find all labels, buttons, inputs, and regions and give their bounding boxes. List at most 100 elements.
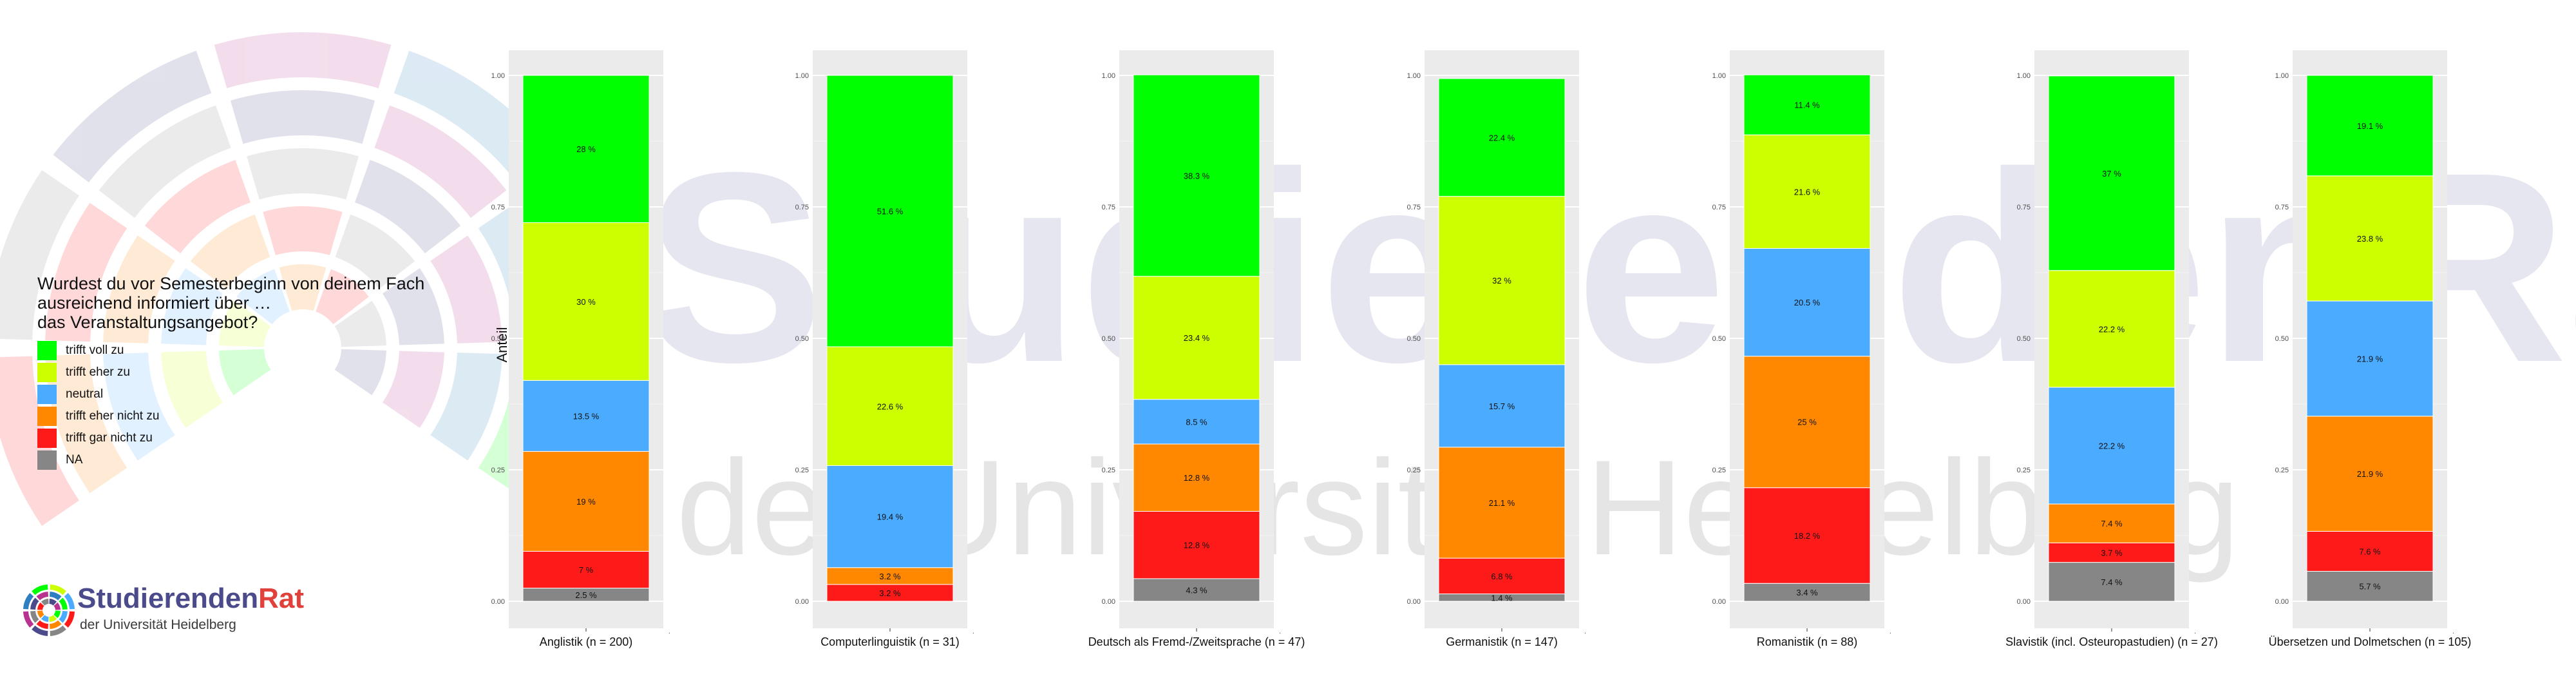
y-tick-label: 0.25 <box>2017 467 2031 474</box>
y-tick-label: 0.25 <box>1407 467 1421 474</box>
bar-segment <box>522 75 650 223</box>
y-tick-label: 0.75 <box>1712 204 1726 211</box>
legend-label: trifft voll zu <box>66 343 124 357</box>
bar-segment <box>1438 196 1566 365</box>
x-category-label: Slavistik (incl. Osteuropastudien) (n = … <box>2005 635 2218 648</box>
bar-segment <box>1438 364 1566 448</box>
y-tick-label: 0.00 <box>1712 598 1726 606</box>
y-tick-label: 0.00 <box>491 598 505 606</box>
legend-swatch <box>37 450 57 470</box>
data-label: 21.9 % <box>2357 469 2383 479</box>
data-label: 21.1 % <box>1489 498 1515 508</box>
x-category-label: Übersetzen und Dolmetschen (n = 105) <box>2269 635 2472 648</box>
bar-segment <box>2306 300 2434 417</box>
bar-segment <box>1438 557 1566 595</box>
y-tick-label: 0.50 <box>1102 335 1115 343</box>
bar-segment <box>1743 134 1871 249</box>
x-category-label: Computerlinguistik (n = 31) <box>820 635 960 648</box>
data-label: 2.5 % <box>575 590 597 600</box>
data-label: 25 % <box>1797 418 1817 427</box>
x-category-label: Romanistik (n = 88) <box>1757 635 1858 648</box>
y-tick-label: 0.00 <box>2275 598 2289 606</box>
legend-title: Wurdest du vor Semesterbeginn von deinem… <box>37 274 488 332</box>
data-label: 23.8 % <box>2357 234 2383 244</box>
data-label: 30 % <box>576 297 596 307</box>
y-tick-label: 0.50 <box>491 335 505 343</box>
data-label: 18.2 % <box>1794 531 1821 541</box>
axis-dot: . <box>1889 628 1891 635</box>
y-tick-label: 0.75 <box>1102 204 1115 211</box>
data-label: 7 % <box>579 565 594 575</box>
chart-panel: 0.00 0.25 0.50 0.75 1.00 4.3 % 12.8 % 12.8 % 8.5… <box>1088 50 1305 648</box>
data-label: 3.2 % <box>879 588 901 598</box>
data-label: 3.2 % <box>879 572 901 581</box>
axis-dot: . <box>2194 628 2196 635</box>
y-tick-label: 0.50 <box>1407 335 1421 343</box>
logo-emblem-icon <box>23 585 75 636</box>
y-tick-label: 0.50 <box>1712 335 1726 343</box>
legend-label: trifft eher nicht zu <box>66 409 160 423</box>
data-label: 7.6 % <box>2359 546 2381 556</box>
bar-segment <box>1133 74 1260 277</box>
legend-item-neutral: neutral <box>37 383 488 405</box>
axis-dot: . <box>668 628 670 635</box>
bar-segment <box>826 465 954 568</box>
data-label: 11.4 % <box>1794 101 1820 110</box>
logo-name: StudierendenRat <box>77 583 304 615</box>
legend-title-line-1: Wurdest du vor Semesterbeginn von deinem… <box>37 274 425 293</box>
legend-label: trifft eher zu <box>66 365 130 379</box>
data-label: 37 % <box>2102 169 2121 179</box>
bar-segment <box>2306 416 2434 532</box>
data-label: 19.1 % <box>2357 121 2383 131</box>
axis-dot: . <box>2452 628 2454 635</box>
y-tick-label: 0.25 <box>795 467 809 474</box>
chart-panel: 0.00 0.25 0.50 0.75 1.00 2.5 % 7 % 19 % 13.5 % 30… <box>491 50 670 648</box>
data-label: 6.8 % <box>1491 572 1513 581</box>
legend-swatch <box>37 429 57 448</box>
bar-segment <box>1133 510 1260 579</box>
chart-panel: 0.00 0.25 0.50 0.75 1.00 7.4 % 3.7 % 7.4 % 22.2 … <box>2005 50 2218 648</box>
legend-swatch <box>37 385 57 404</box>
legend-swatch <box>37 363 57 382</box>
bar-segment <box>1133 443 1260 512</box>
bar-segment <box>2306 75 2434 177</box>
axis-dot: . <box>1584 628 1586 635</box>
data-label: 21.6 % <box>1794 187 1821 197</box>
legend-swatch <box>37 407 57 426</box>
bar-segment <box>826 75 954 347</box>
data-label: 28 % <box>576 144 596 154</box>
x-category-label: Anglistik (n = 200) <box>540 635 633 648</box>
data-label: 23.4 % <box>1184 333 1210 343</box>
y-tick-label: 0.75 <box>795 204 809 211</box>
data-label: 5.7 % <box>2359 582 2381 592</box>
y-tick-label: 0.00 <box>2017 598 2031 606</box>
data-label: 4.3 % <box>1186 585 1208 595</box>
bar-segment <box>1743 356 1871 488</box>
y-tick-label: 0.75 <box>2017 204 2031 211</box>
data-label: 22.2 % <box>2099 324 2125 334</box>
x-category-label: Germanistik (n = 147) <box>1446 635 1558 648</box>
data-label: 22.2 % <box>2099 441 2125 450</box>
chart-panel: 0.00 0.25 0.50 0.75 1.00 3.2 % 3.2 % 19.4 % 22.6… <box>795 50 974 648</box>
bar-segment <box>826 584 954 602</box>
y-tick-label: 0.00 <box>795 598 809 606</box>
data-label: 3.7 % <box>2101 548 2123 558</box>
legend-label: trifft gar nicht zu <box>66 431 153 445</box>
bar-segment <box>1133 276 1260 400</box>
chart-panel: 0.00 0.25 0.50 0.75 1.00 1.4 % 6.8 % 21.1 % 15.7… <box>1407 50 1586 648</box>
data-label: 20.5 % <box>1794 298 1821 307</box>
bar-segment <box>1133 578 1260 602</box>
legend-item-trifft-voll-zu: trifft voll zu <box>37 340 488 362</box>
bar-segment <box>2048 270 2175 388</box>
bar-segment <box>826 346 954 466</box>
y-tick-label: 1.00 <box>2017 72 2031 80</box>
y-tick-label: 1.00 <box>491 72 505 80</box>
logo-name-part2: Rat <box>258 583 305 614</box>
y-tick-label: 1.00 <box>2275 72 2289 80</box>
bar-segment <box>522 550 650 589</box>
data-label: 7.4 % <box>2101 519 2123 528</box>
y-tick-label: 0.50 <box>795 335 809 343</box>
data-label: 32 % <box>1492 276 1511 285</box>
bar-segment <box>826 567 954 585</box>
data-label: 19 % <box>576 497 596 507</box>
